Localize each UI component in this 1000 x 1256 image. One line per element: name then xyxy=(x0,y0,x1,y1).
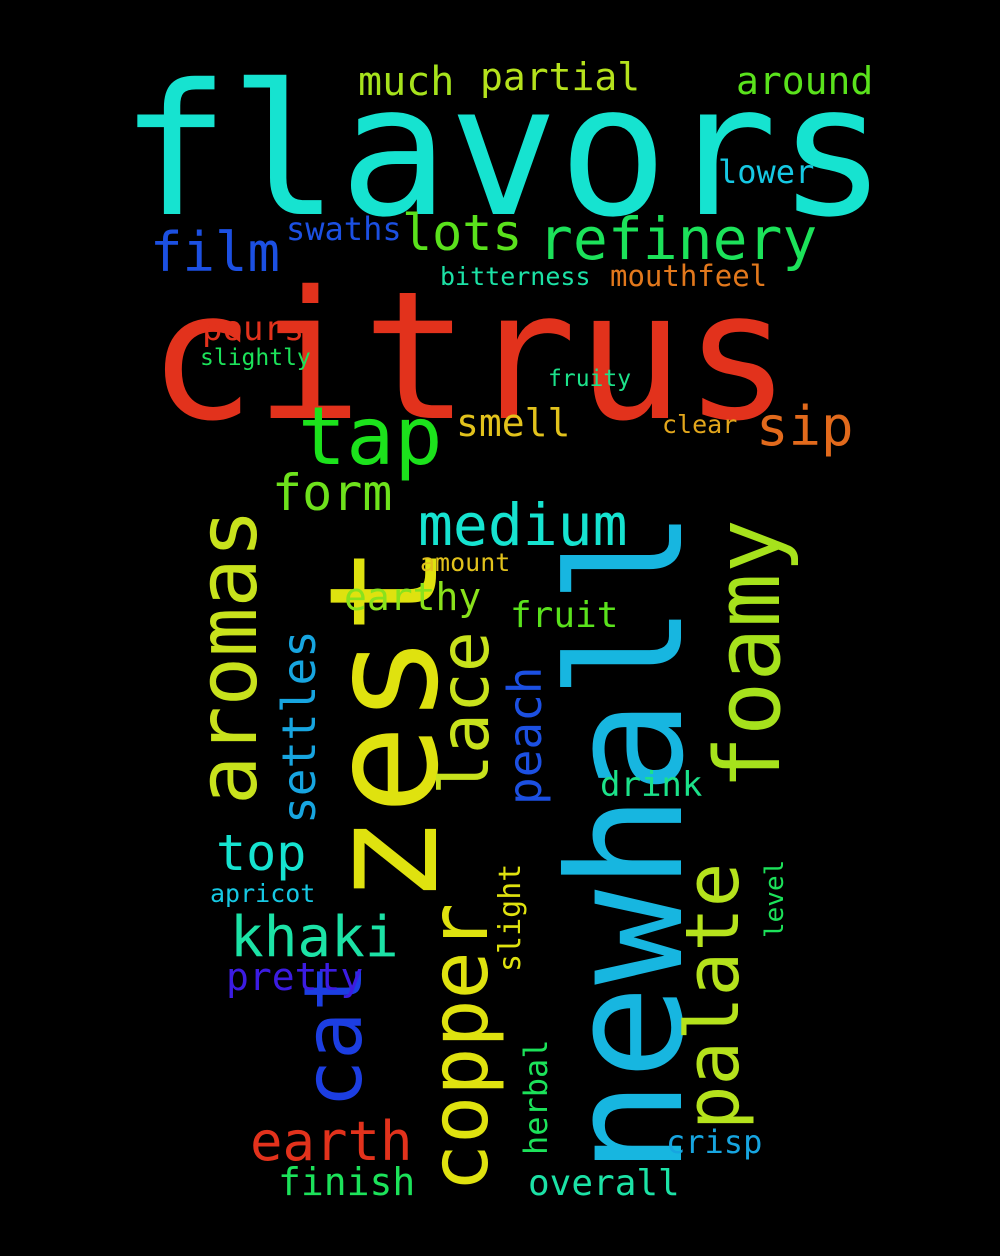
word-crisp: crisp xyxy=(666,1123,763,1161)
word-form: form xyxy=(272,464,393,522)
word-mouthfeel: mouthfeel xyxy=(610,259,768,293)
word-aromas: aromas xyxy=(181,508,276,805)
word-top: top xyxy=(216,824,307,882)
word-pours: pours xyxy=(202,309,305,349)
word-drink: drink xyxy=(600,765,703,805)
word-settles: settles xyxy=(272,630,326,824)
word-around: around xyxy=(736,59,874,103)
word-pretty: pretty xyxy=(226,955,364,999)
word-slight: slight xyxy=(493,863,528,972)
word-level: level xyxy=(760,859,790,938)
word-palate: palate xyxy=(670,862,756,1130)
word-herbal: herbal xyxy=(517,1039,555,1155)
word-khaki: khaki xyxy=(230,905,399,970)
word-tap: tap xyxy=(298,390,443,483)
word-film: film xyxy=(150,221,281,284)
word-citrus: citrus xyxy=(148,253,791,460)
word-fruit: fruit xyxy=(510,595,619,636)
word-clear: clear xyxy=(662,410,738,439)
word-flavors: flavors xyxy=(120,45,888,257)
word-swaths: swaths xyxy=(286,210,402,248)
word-partial: partial xyxy=(480,55,641,99)
word-apricot: apricot xyxy=(210,879,316,908)
word-amount: amount xyxy=(420,548,511,577)
word-lots: lots xyxy=(402,204,523,262)
word-refinery: refinery xyxy=(538,205,818,273)
word-peach: peach xyxy=(498,666,552,805)
word-fruity: fruity xyxy=(548,366,632,392)
word-medium: medium xyxy=(418,491,628,559)
word-earthy: earthy xyxy=(344,575,482,619)
word-copper: copper xyxy=(413,903,506,1192)
word-foamy: foamy xyxy=(696,519,801,790)
word-lace: lace xyxy=(426,631,505,795)
word-sip: sip xyxy=(756,395,854,458)
word-finish: finish xyxy=(278,1160,416,1204)
word-slightly: slightly xyxy=(200,345,311,371)
word-much: much xyxy=(358,59,455,105)
word-bitterness: bitterness xyxy=(440,262,591,291)
word-earth: earth xyxy=(250,1110,413,1173)
word-smell: smell xyxy=(456,401,571,445)
word-overall: overall xyxy=(528,1163,680,1204)
word-lower: lower xyxy=(718,153,815,191)
